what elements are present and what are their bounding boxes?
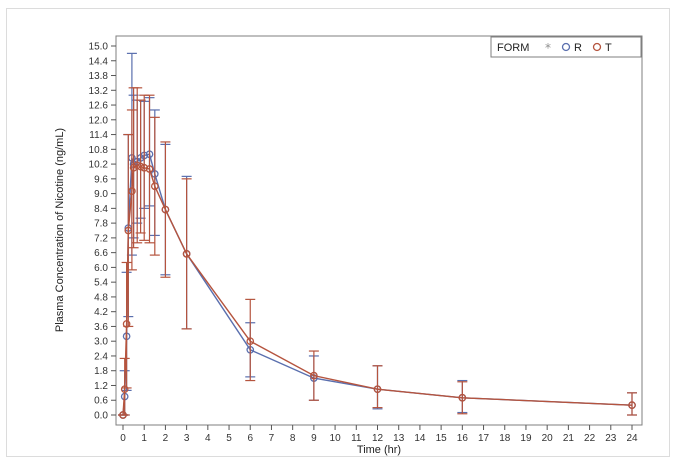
x-tick-label: 13 [393,433,405,444]
y-tick-label: 9.0 [94,189,108,200]
x-tick-label: 1 [141,433,147,444]
x-tick-label: 9 [311,433,317,444]
plot-area-border [115,35,643,426]
series-t [118,87,637,419]
y-tick-label: 12.6 [89,101,109,112]
legend-star-icon: * [545,41,551,55]
x-tick-label: 2 [163,433,169,444]
y-tick-label: 11.4 [89,130,108,141]
legend-box [490,36,642,58]
x-tick-label: 19 [520,433,532,444]
x-tick-label: 23 [605,433,617,444]
y-tick-label: 15.0 [89,42,109,53]
data-point-t [182,250,191,258]
y-tick-label: 14.4 [89,56,109,67]
y-tick-label: 9.6 [94,174,108,185]
x-tick-label: 10 [330,433,342,444]
nicotine-concentration-chart: 0.0 0.6 1.2 1.8 2.4 3.0 3.6 4.2 4.8 5.4 6.0 6.6 7.2 7… [54,35,643,456]
y-tick-label: 13.2 [89,86,109,97]
series-r [118,52,637,419]
x-tick-label: 3 [184,433,190,444]
y-tick-label: 4.8 [94,292,108,303]
data-point-t [136,162,145,171]
x-tick-label: 8 [290,433,296,444]
y-tick-label: 7.8 [94,219,108,230]
y-tick-label: 2.4 [94,351,108,362]
x-tick-label: 22 [584,433,596,444]
x-tick-label: 5 [226,433,232,444]
y-tick-label: 13.8 [89,71,109,82]
x-tick-label: 24 [626,433,638,444]
y-tick-label: 6.6 [94,248,108,259]
y-tick-label: 3.6 [94,322,108,333]
x-tick-label: 11 [351,433,362,444]
chart-frame: 0.0 0.6 1.2 1.8 2.4 3.0 3.6 4.2 4.8 5.4 6.0 6.6 7.2 7… [6,8,670,457]
x-tick-label: 15 [436,433,448,444]
legend-marker-r-icon [561,42,571,52]
y-axis: 0.0 0.6 1.2 1.8 2.4 3.0 3.6 4.2 4.8 5.4 6.0 6.6 7.2 7… [89,42,116,422]
x-tick-label: 7 [269,433,275,444]
y-tick-label: 10.2 [89,160,109,171]
data-point-t [120,385,129,394]
legend: FORM * R T [490,36,642,58]
y-tick-label: 1.8 [94,366,108,377]
legend-label-r: R [574,42,582,54]
data-point-t [246,337,255,346]
data-point-t [373,385,382,394]
y-tick-label: 5.4 [94,278,108,289]
legend-title: FORM [497,42,529,54]
y-tick-label: 0.0 [94,411,108,422]
data-point-t [150,182,159,191]
y-tick-label: 10.8 [89,145,109,156]
x-tick-label: 18 [499,433,511,444]
x-axis-title: Time (hr) [357,444,401,456]
data-point-t [161,205,170,214]
y-tick-label: 0.6 [94,396,108,407]
x-tick-label: 12 [372,433,384,444]
y-tick-label: 3.0 [94,337,108,348]
y-tick-label: 7.2 [94,233,108,244]
legend-label-t: T [605,42,612,54]
data-point-t [128,187,136,195]
y-tick-label: 1.2 [94,381,108,392]
x-tick-label: 17 [478,433,490,444]
data-point-t [310,371,318,380]
data-point-t [122,320,131,328]
x-tick-label: 4 [205,433,211,444]
y-tick-label: 4.2 [94,307,108,318]
x-tick-label: 6 [247,433,253,444]
legend-marker-t-icon [592,42,602,52]
data-point-t [124,226,133,235]
x-axis: 0 1 2 3 4 5 6 7 8 9 10 11 12 13 14 15 16 17 18 19 20 21 22 23 24 [120,425,638,444]
data-point-t [628,401,636,410]
y-axis-title: Plasma Concentration of Nicotine (ng/mL) [54,128,66,332]
y-tick-label: 12.0 [89,115,109,126]
x-tick-label: 20 [542,433,554,444]
x-tick-label: 0 [120,433,126,444]
y-tick-label: 8.4 [94,204,108,215]
data-point-t [145,165,154,173]
data-point-t [133,161,142,170]
plot-layer [118,52,637,419]
x-tick-label: 14 [414,433,426,444]
y-tick-label: 6.0 [94,263,108,274]
x-tick-label: 16 [457,433,469,444]
data-point-t [140,163,149,172]
x-tick-label: 21 [563,433,575,444]
data-point-t [458,393,467,402]
data-point-t [119,411,127,419]
